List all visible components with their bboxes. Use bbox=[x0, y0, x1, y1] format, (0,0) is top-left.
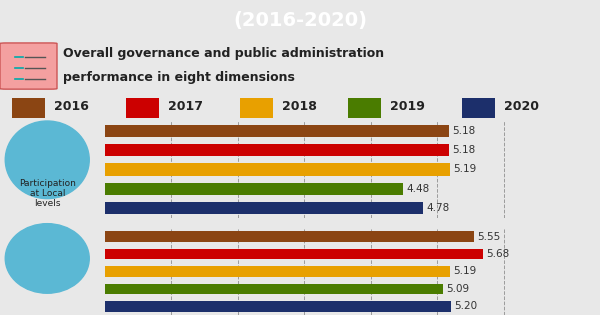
FancyBboxPatch shape bbox=[0, 43, 57, 89]
Text: 5.55: 5.55 bbox=[477, 232, 500, 242]
Text: 2020: 2020 bbox=[504, 100, 539, 113]
Text: Overall governance and public administration: Overall governance and public administra… bbox=[63, 47, 384, 60]
Text: 4.78: 4.78 bbox=[426, 203, 449, 213]
Text: performance in eight dimensions: performance in eight dimensions bbox=[63, 71, 295, 84]
FancyBboxPatch shape bbox=[462, 98, 495, 117]
Text: Participation
at Local
levels: Participation at Local levels bbox=[19, 179, 76, 208]
Bar bbox=[105, 125, 449, 137]
FancyBboxPatch shape bbox=[126, 98, 159, 117]
FancyBboxPatch shape bbox=[12, 98, 45, 117]
Text: 5.20: 5.20 bbox=[454, 301, 477, 311]
FancyBboxPatch shape bbox=[348, 98, 381, 117]
Text: 5.09: 5.09 bbox=[446, 284, 470, 294]
Bar bbox=[105, 249, 482, 260]
Text: 2018: 2018 bbox=[282, 100, 317, 113]
Text: (2016-2020): (2016-2020) bbox=[233, 11, 367, 31]
Text: 2017: 2017 bbox=[168, 100, 203, 113]
Bar bbox=[105, 266, 450, 277]
Bar bbox=[105, 144, 449, 156]
Bar bbox=[105, 231, 474, 242]
Text: 5.68: 5.68 bbox=[486, 249, 509, 259]
Text: 2016: 2016 bbox=[54, 100, 89, 113]
Text: 5.19: 5.19 bbox=[453, 164, 476, 175]
Ellipse shape bbox=[5, 121, 89, 198]
Ellipse shape bbox=[5, 224, 89, 293]
Text: 2019: 2019 bbox=[390, 100, 425, 113]
Bar bbox=[105, 284, 443, 294]
Bar bbox=[105, 183, 403, 195]
FancyBboxPatch shape bbox=[240, 98, 273, 117]
Bar bbox=[105, 301, 451, 312]
Bar bbox=[105, 163, 450, 175]
Text: 5.19: 5.19 bbox=[453, 266, 476, 277]
Text: 5.18: 5.18 bbox=[452, 145, 476, 155]
Bar bbox=[105, 202, 422, 214]
Text: 5.18: 5.18 bbox=[452, 126, 476, 136]
Text: 4.48: 4.48 bbox=[406, 184, 430, 194]
